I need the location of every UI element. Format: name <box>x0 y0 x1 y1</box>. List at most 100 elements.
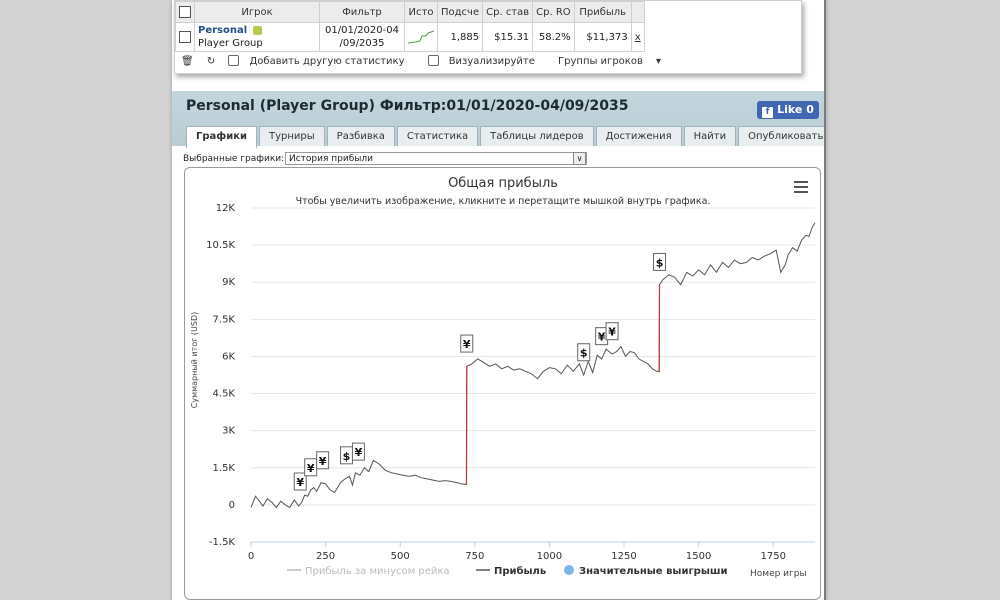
chart-title: Общая прибыль <box>448 176 558 191</box>
facebook-like-button[interactable]: f Like 0 <box>757 101 819 119</box>
col-header-filter[interactable]: Фильтр <box>319 1 405 23</box>
add-stat-icon <box>228 55 240 66</box>
player-cell: Personal Player Group <box>194 22 320 52</box>
y-tick-label: 1.5K <box>213 463 236 474</box>
selected-charts-value: История прибыли <box>289 154 373 164</box>
tab-publish[interactable]: Опубликовать <box>738 126 826 146</box>
filter-line2: /09/2035 <box>339 38 385 49</box>
remove-cell: x <box>630 22 645 52</box>
col-header-avg-roi[interactable]: Ср. RO <box>532 1 575 23</box>
menu-icon-bar <box>794 181 808 183</box>
col-header-player[interactable]: Игрок <box>194 1 320 23</box>
y-tick-label: 6K <box>222 351 235 362</box>
big-win-symbol: ¥ <box>608 326 616 339</box>
x-tick-label: 1500 <box>686 551 711 562</box>
chart-icon <box>427 55 439 66</box>
col-header-avg-stake[interactable]: Ср. став <box>482 1 534 23</box>
trophy-icon <box>253 25 263 35</box>
series-layer <box>250 222 816 509</box>
filter-cell: 01/01/2020-04 /09/2035 <box>319 22 405 52</box>
avg-roi-cell: 58.2% <box>532 22 575 52</box>
chart-subtitle: Чтобы увеличить изображение, кликните и … <box>296 196 711 207</box>
y-axis-title: Суммарный итог (USD) <box>190 312 199 409</box>
player-name-link[interactable]: Personal <box>198 25 248 36</box>
tab-tournaments[interactable]: Турниры <box>259 126 325 146</box>
axes: -1.5K 0 1.5K 3K 4.5K 6K 7.5K 9K 10.5K 12K 0 250 500 7… <box>206 203 815 562</box>
col-header-remove <box>630 1 645 23</box>
tab-statistics[interactable]: Статистика <box>396 126 479 146</box>
y-tick-label: 4.5K <box>213 389 236 400</box>
selected-charts-label: Выбранные графики: <box>183 154 285 164</box>
big-win-flag <box>653 252 667 271</box>
y-tick-label: 12K <box>216 203 236 214</box>
big-win-flag <box>605 322 619 341</box>
tab-breakdown[interactable]: Разбивка <box>326 126 395 146</box>
legend-bigwin-label[interactable]: Значительные выигрыши <box>579 566 728 577</box>
select-all-cell[interactable] <box>175 1 195 23</box>
chart-container[interactable]: -1.5K 0 1.5K 3K 4.5K 6K 7.5K 9K 10.5K 12K 0 250 500 7… <box>184 167 821 600</box>
x-tick-label: 1000 <box>537 551 562 562</box>
stats-panel: Игрок Фильтр Исто Подсче Ср. став Ср. RO… <box>174 0 802 74</box>
profit-series-line <box>250 222 816 509</box>
big-win-symbol: $ <box>656 256 664 269</box>
big-win-symbol: $ <box>343 450 351 463</box>
refresh-icon[interactable]: ↻ <box>206 55 216 67</box>
x-tick-label: 0 <box>248 551 254 562</box>
x-tick-label: 750 <box>465 551 484 562</box>
stats-header-row: Игрок Фильтр Исто Подсче Ср. став Ср. RO… <box>175 1 645 23</box>
legend-bigwin-swatch <box>564 565 574 575</box>
big-win-symbol: $ <box>580 347 588 360</box>
facebook-icon: f <box>762 107 774 118</box>
sparkline-icon <box>408 30 434 44</box>
legend: Прибыль за минусом рейка Прибыль Значите… <box>287 565 728 577</box>
remove-row-button[interactable]: x <box>634 31 641 43</box>
like-count: 0 <box>806 103 814 116</box>
visualize-button[interactable]: Визуализируйте <box>427 55 545 67</box>
player-group-label: Player Group <box>198 38 263 49</box>
col-header-count[interactable]: Подсче <box>436 1 484 23</box>
stats-table: Игрок Фильтр Исто Подсче Ср. став Ср. RO… <box>175 1 645 52</box>
row-checkbox[interactable] <box>179 31 191 43</box>
x-tick-label: 250 <box>316 551 335 562</box>
chart-menu-button[interactable] <box>793 180 809 194</box>
avg-stake-cell: $15.31 <box>482 22 534 52</box>
count-cell: 1,885 <box>436 22 484 52</box>
y-tick-label: 9K <box>222 277 235 288</box>
tab-leaderboards[interactable]: Таблицы лидеров <box>480 126 594 146</box>
trash-icon[interactable]: 🗑 <box>181 55 194 67</box>
big-win-symbol: ¥ <box>463 338 471 351</box>
x-tick-label: 500 <box>391 551 410 562</box>
col-header-profit[interactable]: Прибыль <box>573 1 632 23</box>
add-stat-button[interactable]: Добавить другую статистику <box>228 55 414 67</box>
stats-toolbar: 🗑 ↻ Добавить другую статистику Визуализи… <box>181 55 681 67</box>
grid-lines <box>251 207 815 543</box>
y-tick-label: 0 <box>229 500 235 511</box>
tab-bar: Графики Турниры Разбивка Статистика Таблицы … <box>186 124 826 148</box>
big-win-symbol: ¥ <box>307 462 315 475</box>
report-page: Игрок Фильтр Исто Подсче Ср. став Ср. RO… <box>172 0 826 600</box>
row-select-cell[interactable] <box>175 22 195 52</box>
menu-icon-bar <box>794 186 808 188</box>
x-axis-title: Номер игры <box>750 569 807 579</box>
selected-charts-select[interactable]: История прибыли ∨ <box>285 152 587 165</box>
big-win-symbol: ¥ <box>598 331 606 344</box>
y-tick-label: 3K <box>222 426 235 437</box>
big-win-flag <box>316 451 330 470</box>
col-header-history[interactable]: Исто <box>404 1 438 23</box>
big-win-flag <box>460 334 474 353</box>
chevron-down-icon: ▾ <box>656 55 662 67</box>
page-title: Personal (Player Group) Фильтр:01/01/202… <box>186 98 629 114</box>
tab-find[interactable]: Найти <box>683 126 737 146</box>
profit-chart[interactable]: -1.5K 0 1.5K 3K 4.5K 6K 7.5K 9K 10.5K 12K 0 250 500 7… <box>185 168 822 600</box>
visualize-label: Визуализируйте <box>448 55 535 67</box>
tab-charts[interactable]: Графики <box>186 126 258 148</box>
player-groups-dropdown[interactable]: Группы игроков ▾ <box>558 56 671 67</box>
filter-line1: 01/01/2020-04 <box>325 25 399 36</box>
select-all-checkbox[interactable] <box>179 6 191 18</box>
x-tick-label: 1750 <box>760 551 785 562</box>
big-win-flag <box>293 472 307 491</box>
chevron-down-icon[interactable]: ∨ <box>573 152 586 165</box>
legend-rake-label[interactable]: Прибыль за минусом рейка <box>305 566 450 577</box>
tab-achievements[interactable]: Достижения <box>595 126 682 146</box>
legend-profit-label[interactable]: Прибыль <box>494 565 546 577</box>
